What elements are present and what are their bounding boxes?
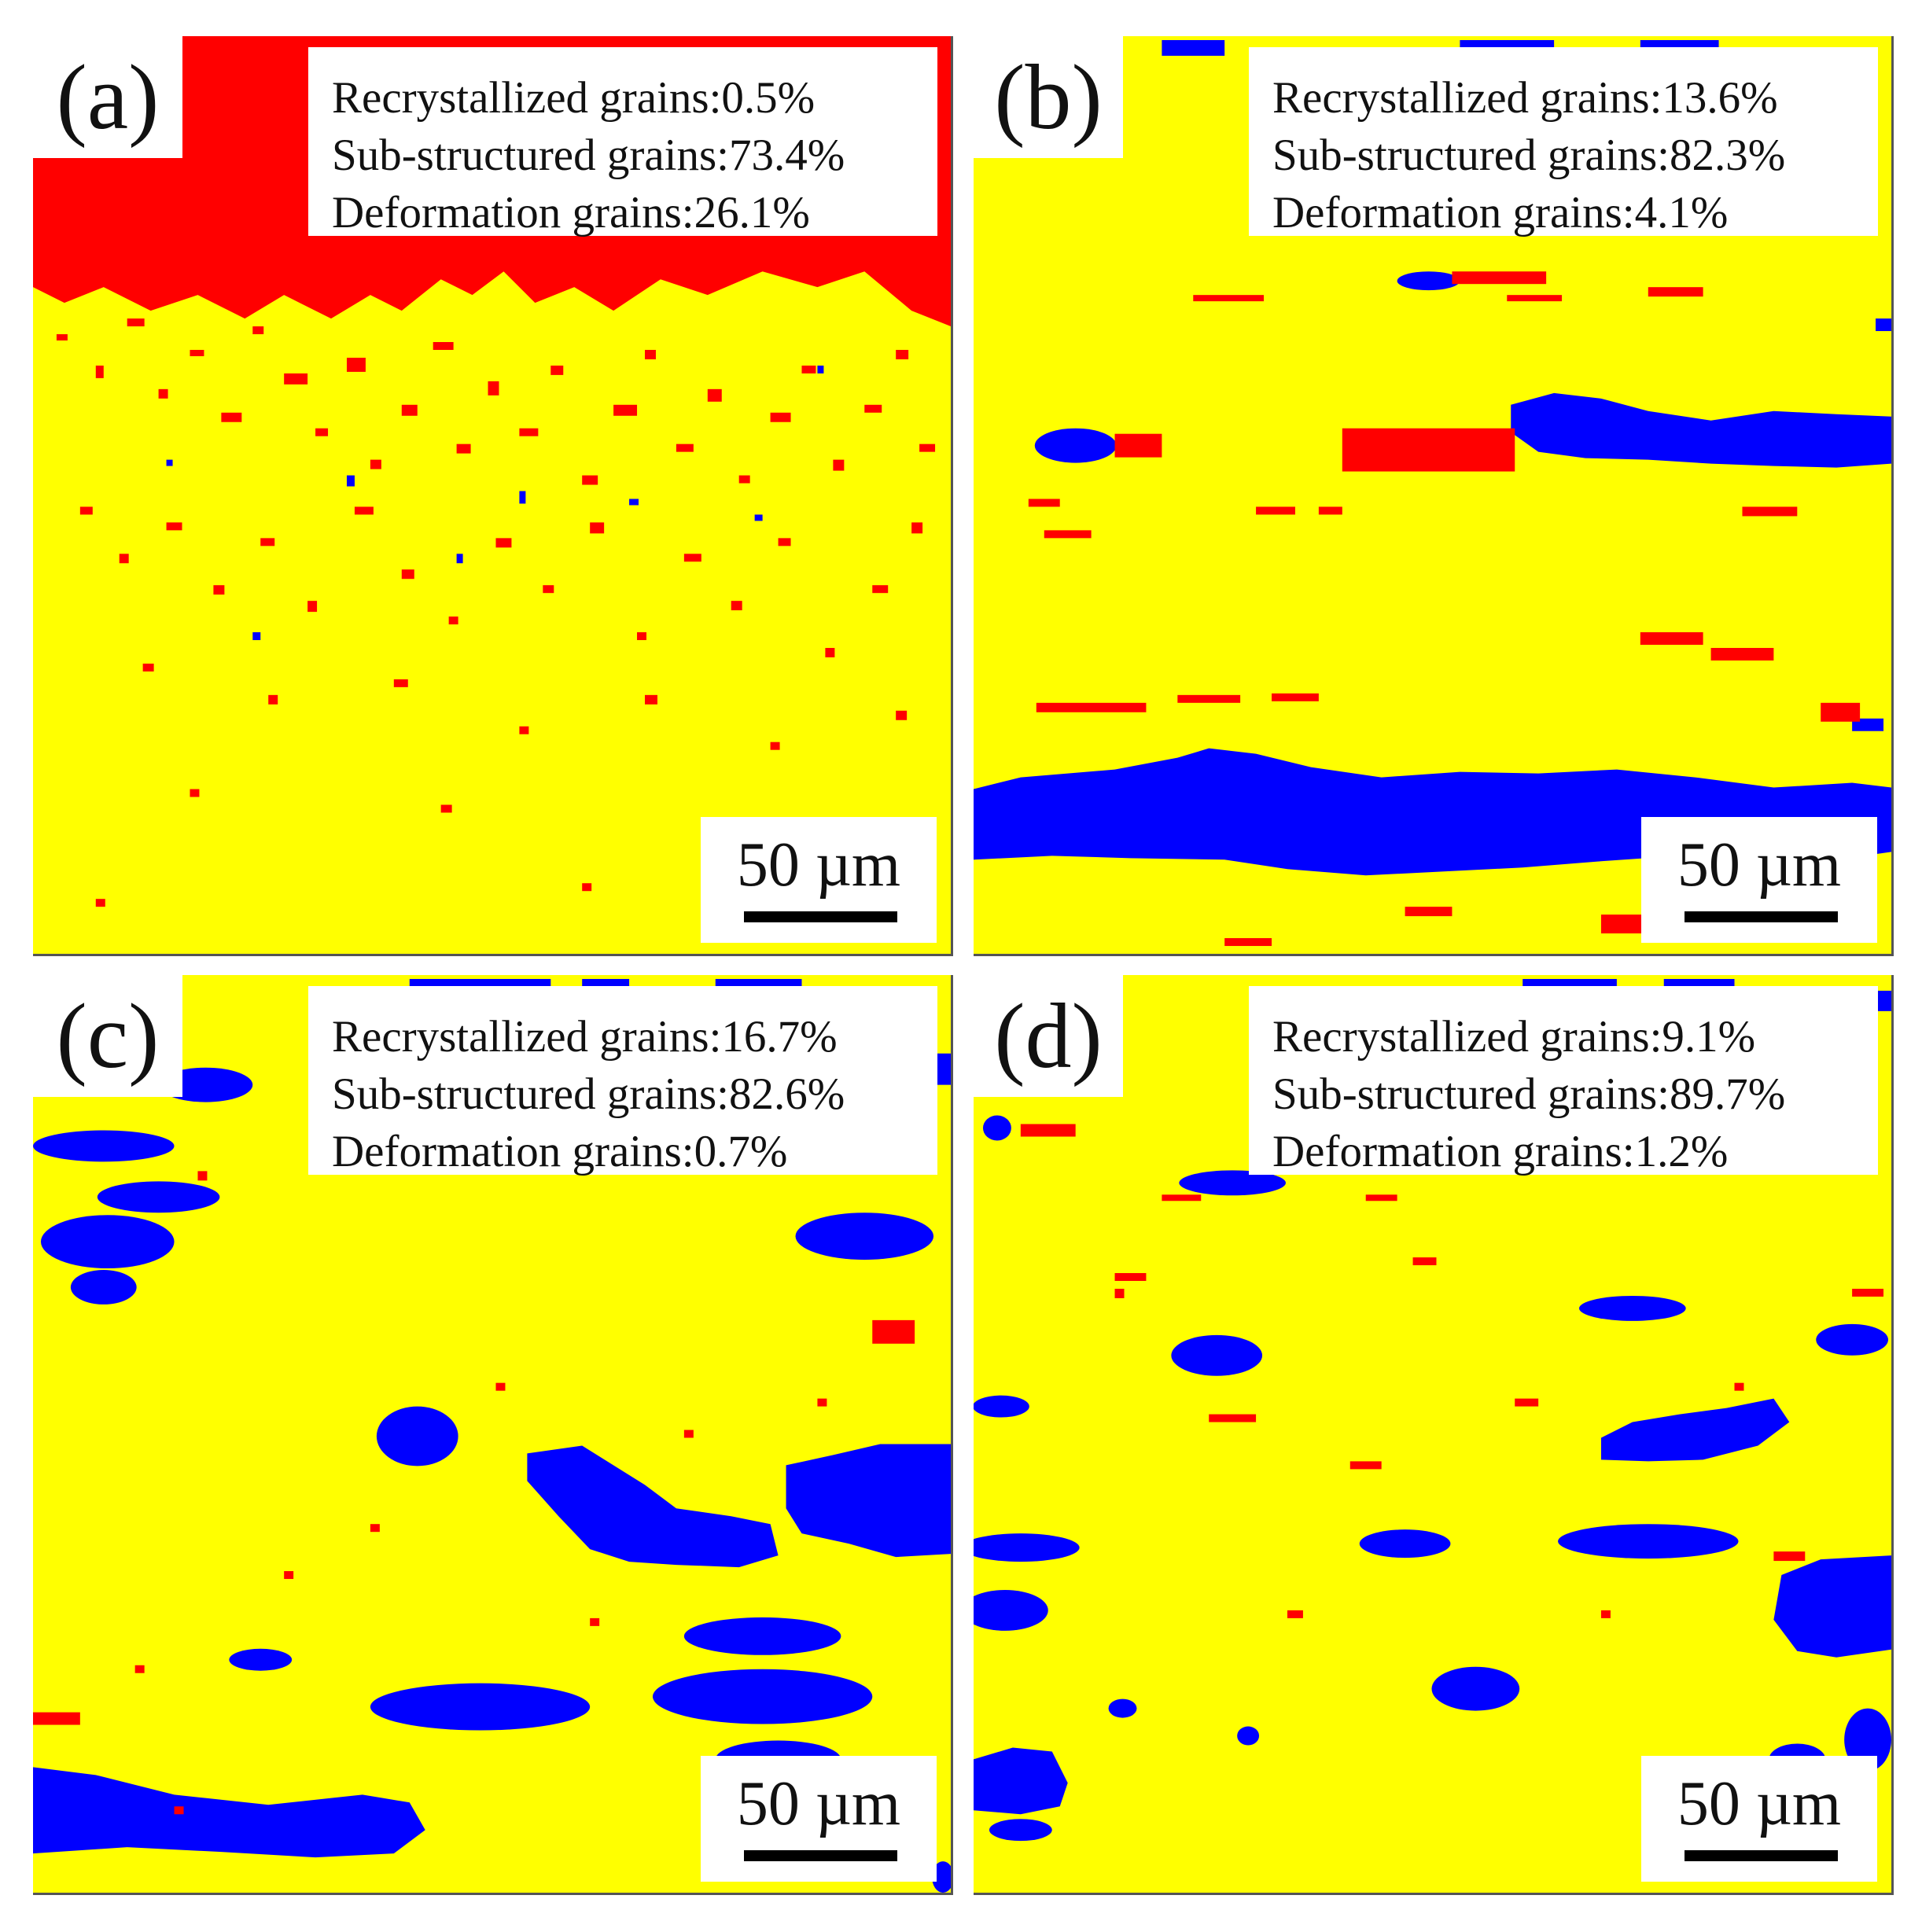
sub-structured-stat-b: Sub-structured grains:82.3%: [1272, 131, 1786, 180]
panel-b: (b) Recrystallized grains:13.6% Sub-stru…: [974, 36, 1894, 956]
stats-box-c: Recrystallized grains:16.7% Sub-structur…: [308, 986, 937, 1176]
recrystallized-stat-a: Recrystallized grains:0.5%: [332, 73, 816, 123]
grain-map-c: [33, 978, 951, 1893]
scale-box-c: 50 µm: [701, 1756, 937, 1882]
scale-label-d: 50 µm: [1677, 1769, 1842, 1838]
deformation-stat-d: Deformation grains:1.2%: [1272, 1127, 1729, 1176]
scale-bar-c: [744, 1850, 897, 1861]
panel-label-b: (b): [974, 36, 1123, 158]
panel-label-a: (a): [33, 36, 182, 158]
stats-box-d: Recrystallized grains:9.1% Sub-structure…: [1249, 986, 1878, 1176]
panel-d: (d) Recrystallized grains:9.1% Sub-struc…: [974, 975, 1894, 1895]
recrystallized-stat-b: Recrystallized grains:13.6%: [1272, 73, 1778, 123]
deformation-stat-c: Deformation grains:0.7%: [332, 1127, 788, 1176]
scale-label-b: 50 µm: [1677, 830, 1842, 900]
sub-structured-stat-d: Sub-structured grains:89.7%: [1272, 1069, 1786, 1119]
panel-a: (a) Recrystallized grains:0.5% Sub-struc…: [33, 36, 953, 956]
panel-label-d: (d): [974, 975, 1123, 1097]
stats-box-a: Recrystallized grains:0.5% Sub-structure…: [308, 47, 937, 237]
panel-c: (c) Recrystallized grains:16.7% Sub-stru…: [33, 975, 953, 1895]
scale-bar-b: [1685, 911, 1838, 922]
deformation-stat-b: Deformation grains:4.1%: [1272, 188, 1729, 237]
panel-label-c: (c): [33, 975, 182, 1097]
sub-structured-stat-a: Sub-structured grains:73.4%: [332, 131, 845, 180]
scale-box-a: 50 µm: [701, 817, 937, 943]
sub-structured-stat-c: Sub-structured grains:82.6%: [332, 1069, 845, 1119]
scale-bar-d: [1685, 1850, 1838, 1861]
scale-box-d: 50 µm: [1641, 1756, 1877, 1882]
recrystallized-stat-d: Recrystallized grains:9.1%: [1272, 1012, 1756, 1062]
scale-bar-a: [744, 911, 897, 922]
scale-box-b: 50 µm: [1641, 817, 1877, 943]
scale-label-c: 50 µm: [736, 1769, 901, 1838]
scale-label-a: 50 µm: [736, 830, 901, 900]
deformation-stat-a: Deformation grains:26.1%: [332, 188, 810, 237]
recrystallized-stat-c: Recrystallized grains:16.7%: [332, 1012, 838, 1062]
stats-box-b: Recrystallized grains:13.6% Sub-structur…: [1249, 47, 1878, 237]
